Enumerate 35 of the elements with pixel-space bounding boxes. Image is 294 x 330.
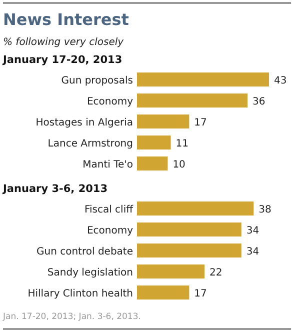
data-label: 11 bbox=[176, 138, 188, 150]
chart-title: News Interest bbox=[3, 10, 130, 29]
y-tick-label: Fiscal cliff bbox=[84, 204, 134, 216]
text: January 3-6, 2013 bbox=[2, 183, 108, 195]
y-tick-label: Economy bbox=[86, 226, 134, 236]
bar bbox=[137, 264, 205, 278]
bar bbox=[137, 72, 269, 86]
data-label: 17 bbox=[194, 118, 207, 128]
data-label: 36 bbox=[252, 96, 266, 108]
data-label: 17 bbox=[194, 288, 207, 300]
data-label: 34 bbox=[246, 246, 260, 258]
bar bbox=[137, 136, 171, 150]
y-tick-label: Sandy legislation bbox=[47, 268, 133, 278]
y-tick-label: Hostages in Algeria bbox=[36, 118, 133, 128]
data-label: 34 bbox=[246, 226, 260, 236]
bar bbox=[137, 156, 168, 170]
data-label: 38 bbox=[258, 204, 272, 216]
y-tick-label: Gun control debate bbox=[36, 246, 133, 258]
y-tick-label: Hillary Clinton health bbox=[28, 288, 133, 300]
y-tick-label: Gun proposals bbox=[61, 76, 133, 86]
bar bbox=[137, 114, 190, 128]
text: January 17-20, 2013 bbox=[2, 54, 122, 66]
data-label: 43 bbox=[274, 76, 287, 86]
bar bbox=[137, 94, 248, 108]
y-tick-label: Manti Te'o bbox=[82, 160, 133, 170]
y-tick-label: Lance Armstrong bbox=[48, 138, 133, 150]
bar bbox=[137, 244, 242, 258]
data-label: 10 bbox=[172, 160, 186, 170]
bar bbox=[137, 222, 242, 236]
bar bbox=[137, 202, 254, 216]
y-tick-label: Economy bbox=[86, 96, 134, 108]
data-label: 22 bbox=[210, 268, 222, 278]
text: Jan. 17-20, 2013; Jan. 3-6, 2013. bbox=[2, 312, 141, 322]
bar bbox=[137, 286, 190, 300]
chart-subtitle: % following very closely bbox=[3, 37, 125, 48]
